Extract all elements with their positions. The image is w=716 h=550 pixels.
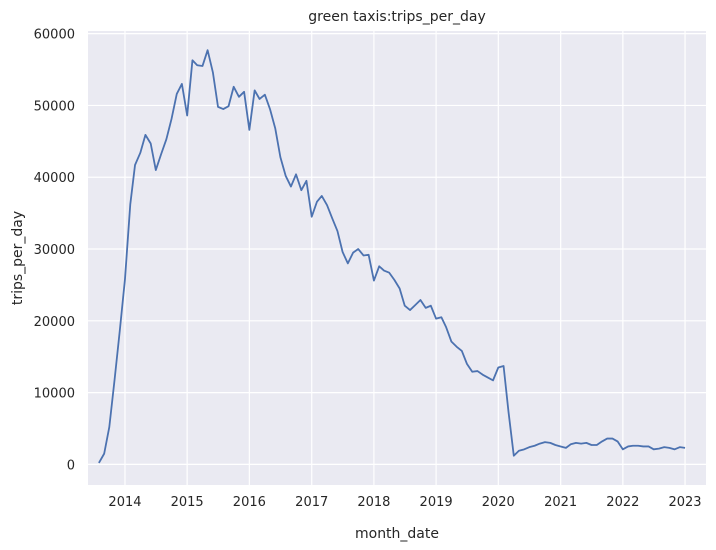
x-tick-label: 2019	[420, 495, 453, 510]
gridlines	[88, 31, 706, 485]
x-tick-labels: 2014 2015 2016 2017 2018 2019 2020 2021 2022 2023	[108, 495, 701, 510]
y-tick-label: 30000	[34, 243, 75, 258]
chart-title: green taxis:trips_per_day	[308, 9, 485, 25]
trips-per-day-line	[98, 49, 686, 464]
x-tick-label: 2018	[357, 495, 390, 510]
plot-background	[88, 31, 706, 485]
series-group	[98, 49, 686, 464]
y-tick-label: 60000	[34, 28, 75, 43]
y-tick-label: 0	[67, 458, 75, 473]
x-tick-label: 2015	[171, 495, 204, 510]
x-tick-label: 2022	[606, 495, 639, 510]
y-tick-label: 20000	[34, 315, 75, 330]
y-tick-labels: 0 10000 20000 30000 40000 50000 60000	[34, 28, 75, 474]
x-tick-label: 2014	[108, 495, 141, 510]
y-axis-label: trips_per_day	[10, 211, 26, 305]
y-tick-label: 10000	[34, 387, 75, 402]
y-tick-label: 50000	[34, 99, 75, 114]
x-tick-label: 2021	[544, 495, 577, 510]
x-tick-label: 2020	[482, 495, 515, 510]
x-tick-label: 2023	[668, 495, 701, 510]
x-tick-label: 2017	[295, 495, 328, 510]
y-tick-label: 40000	[34, 171, 75, 186]
x-tick-label: 2016	[233, 495, 266, 510]
x-axis-label: month_date	[355, 526, 439, 542]
